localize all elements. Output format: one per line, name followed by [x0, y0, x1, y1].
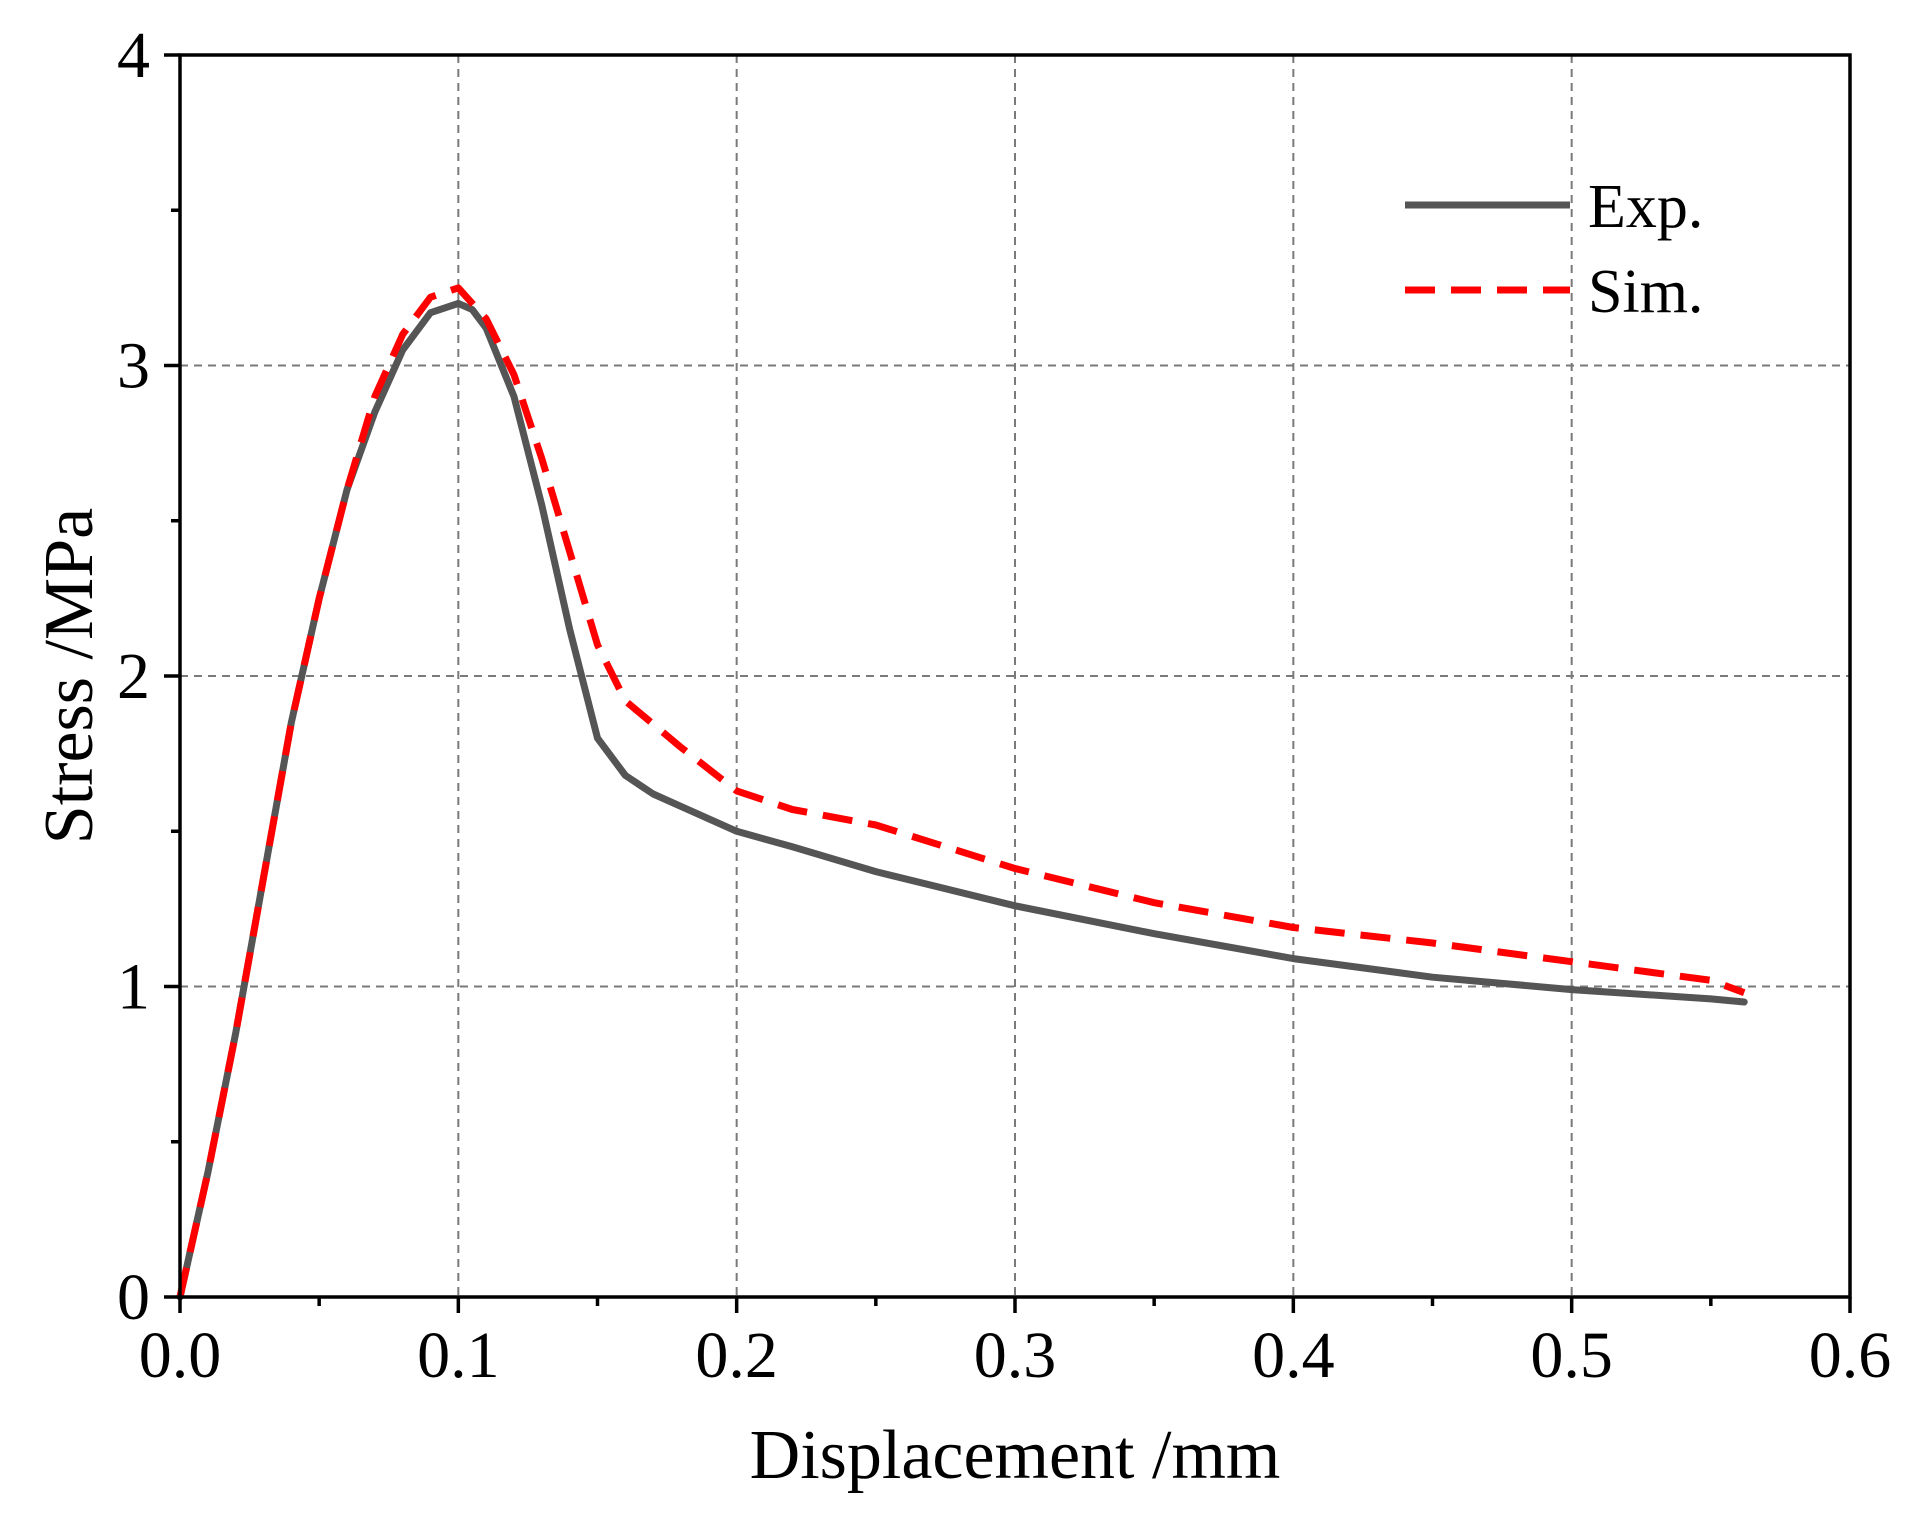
x-tick-label: 0.0 — [139, 1319, 222, 1392]
axis-ticks — [164, 53, 1852, 1313]
x-tick-label: 0.4 — [1252, 1319, 1335, 1392]
x-tick-label: 0.6 — [1809, 1319, 1892, 1392]
legend-label-sim: Sim. — [1588, 258, 1703, 326]
x-tick-labels: 0.0 0.1 0.2 0.3 0.4 0.5 0.6 — [139, 1319, 1892, 1392]
x-tick-label: 0.1 — [417, 1319, 500, 1392]
x-axis-title: Displacement /mm — [750, 1417, 1281, 1494]
y-tick-label: 2 — [117, 640, 150, 713]
y-tick-labels: 0 1 2 3 4 — [117, 19, 150, 1334]
x-tick-label: 0.5 — [1530, 1319, 1613, 1392]
series-line-exp — [176, 299, 1748, 1301]
legend: Exp. Sim. — [1405, 173, 1703, 326]
series-lines — [176, 284, 1748, 1301]
y-tick-label: 1 — [117, 951, 150, 1024]
y-axis-title: Stress /MPa — [31, 508, 108, 844]
x-tick-label: 0.3 — [974, 1319, 1057, 1392]
x-tick-label: 0.2 — [695, 1319, 778, 1392]
y-tick-label: 0 — [117, 1261, 150, 1334]
y-tick-label: 3 — [117, 330, 150, 403]
series-line-sim — [176, 284, 1746, 1298]
grid-lines — [180, 55, 1850, 1297]
legend-label-exp: Exp. — [1588, 173, 1703, 241]
y-tick-label: 4 — [117, 19, 150, 92]
